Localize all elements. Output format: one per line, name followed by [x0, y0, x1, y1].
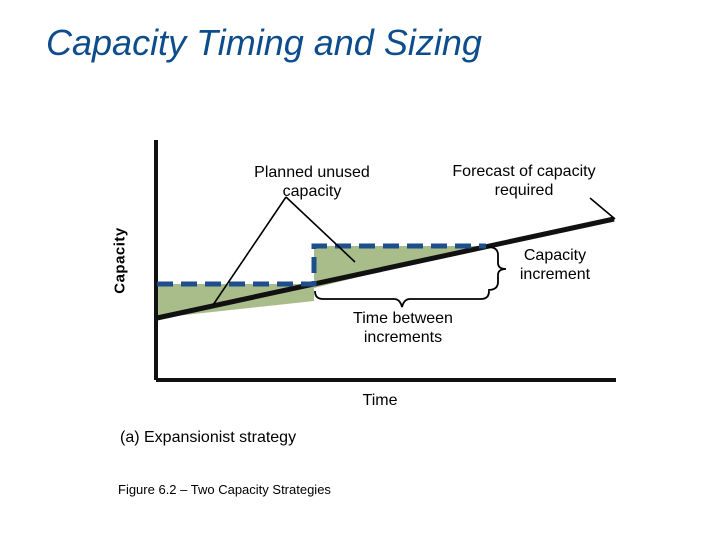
figure-caption: Figure 6.2 – Two Capacity Strategies — [118, 482, 331, 497]
capacity-increment-line-1: Capacity — [523, 247, 587, 264]
time-between-increments-label: Time between increments — [333, 309, 473, 347]
time-between-line-1: Time between — [353, 310, 453, 327]
capacity-increment-label: Capacity increment — [505, 246, 605, 284]
capacity-increment-brace — [487, 246, 507, 291]
x-axis-label: Time — [362, 392, 398, 409]
forecast-label-line-1: Forecast of capacity — [452, 163, 596, 180]
time-between-increments-brace — [314, 290, 490, 308]
pointer-planned-unused — [212, 196, 287, 306]
y-axis-label: Capacity — [111, 227, 129, 294]
forecast-label-line-2: required — [494, 182, 554, 199]
forecast-line — [156, 216, 615, 321]
planned-unused-capacity-label: Planned unused capacity — [236, 163, 388, 201]
strategy-label: (a) Expansionist strategy — [120, 429, 297, 446]
planned-unused-capacity-line-2: capacity — [282, 183, 342, 200]
capacity-increment-line-2: increment — [519, 266, 591, 283]
pointer-forecast — [589, 197, 616, 220]
capacity-step-line — [157, 243, 486, 287]
forecast-label: Forecast of capacity required — [430, 162, 618, 200]
pointer-planned-unused-2 — [285, 196, 356, 263]
planned-unused-capacity-line-1: Planned unused — [254, 164, 370, 181]
page-title: Capacity Timing and Sizing — [46, 22, 482, 63]
time-between-line-2: increments — [363, 329, 443, 346]
